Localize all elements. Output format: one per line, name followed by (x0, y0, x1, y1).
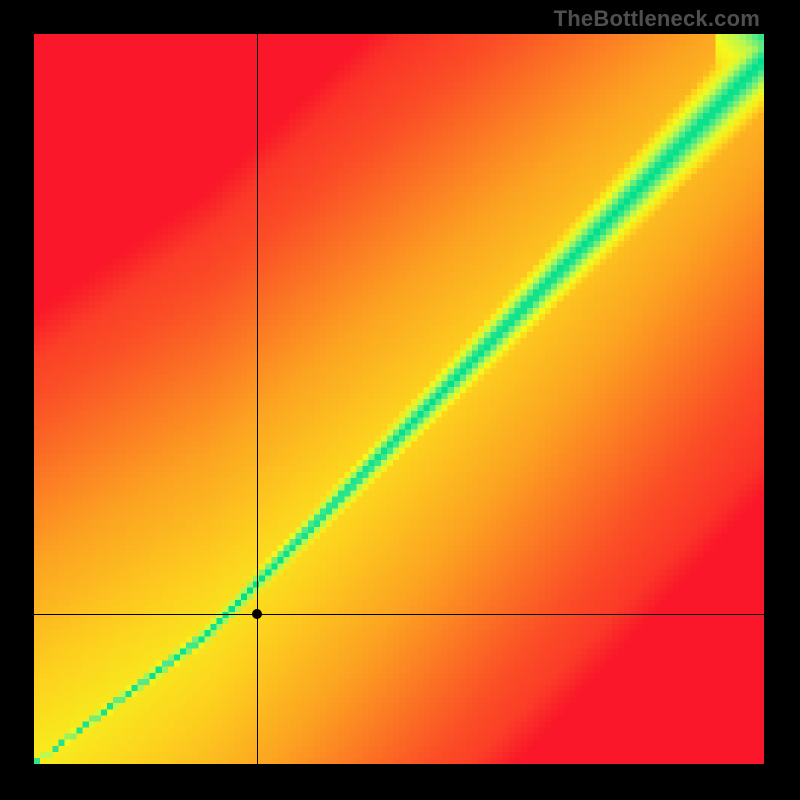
plot-area (34, 34, 764, 764)
heatmap-canvas (34, 34, 764, 764)
watermark-text: TheBottleneck.com (554, 6, 760, 32)
marker-dot (252, 609, 262, 619)
crosshair-vertical (257, 34, 258, 764)
chart-container: TheBottleneck.com (0, 0, 800, 800)
crosshair-horizontal (34, 614, 764, 615)
